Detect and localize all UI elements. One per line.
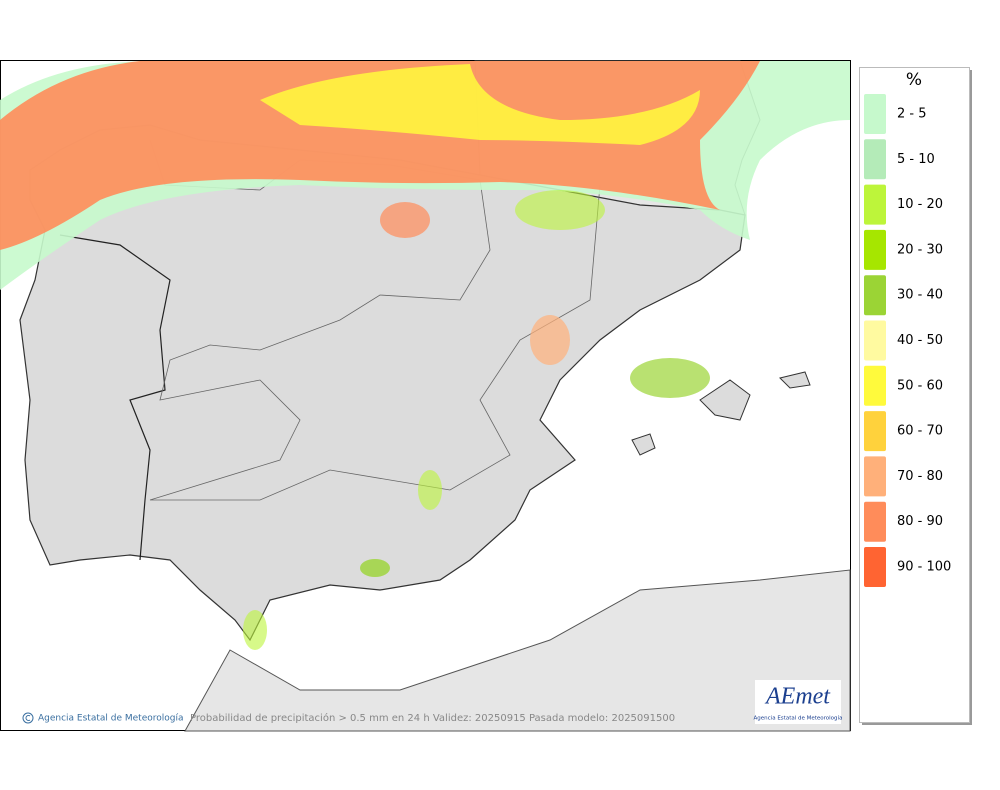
portugal-border — [59, 234, 171, 561]
legend-label: 90 - 100 — [897, 560, 951, 575]
legend-swatch — [864, 411, 886, 452]
menorca — [779, 371, 811, 389]
legend-label: 50 - 60 — [897, 378, 943, 393]
legend-swatch — [864, 456, 886, 497]
legend-swatch — [864, 365, 886, 406]
logo-box — [755, 680, 841, 724]
legend-label: 10 - 20 — [897, 197, 943, 212]
precip-band-yellow — [260, 64, 700, 145]
precip-band-red — [0, 61, 760, 250]
precip-blob — [360, 559, 390, 577]
legend-swatch — [864, 229, 886, 270]
legend-swatch — [864, 184, 886, 225]
legend-swatch — [864, 547, 886, 587]
credit: Agencia Estatal de Meteorología — [38, 714, 184, 724]
logo: AEmet — [764, 684, 831, 710]
legend-label: 20 - 30 — [897, 242, 943, 257]
logo-subtitle: Agencia Estatal de Meteorología — [754, 715, 843, 722]
legend-label: 60 - 70 — [897, 424, 943, 439]
legend: % 2 - 5 5 - 10 10 - 20 20 - 30 30 - 40 40 - 5… — [859, 67, 972, 725]
legend-swatch — [864, 501, 886, 542]
copyright-icon — [22, 712, 34, 724]
legend-swatch — [864, 94, 886, 134]
legend-label: 40 - 50 — [897, 333, 943, 348]
precip-blob — [515, 190, 605, 230]
caption: Probabilidad de precipitación > 0.5 mm e… — [190, 712, 675, 724]
legend-swatch — [864, 320, 886, 361]
legend-label: 30 - 40 — [897, 288, 943, 303]
legend-label: 2 - 5 — [897, 107, 927, 122]
legend-label: 5 - 10 — [897, 152, 935, 167]
legend-swatch — [864, 275, 886, 316]
precip-blob — [630, 358, 710, 398]
precip-blob — [380, 202, 430, 238]
mallorca — [699, 379, 751, 421]
africa-land — [184, 569, 851, 732]
precip-blob — [530, 315, 570, 365]
map: Agencia Estatal de Meteorología Probabil… — [0, 60, 851, 732]
legend-title: % — [906, 70, 922, 90]
precip-blob — [243, 610, 267, 650]
ibiza — [631, 433, 656, 456]
legend-swatch — [864, 139, 886, 180]
legend-label: 80 - 90 — [897, 514, 943, 529]
copyright-icon — [25, 715, 31, 721]
legend-label: 70 - 80 — [897, 469, 943, 484]
precip-blob — [418, 470, 442, 510]
